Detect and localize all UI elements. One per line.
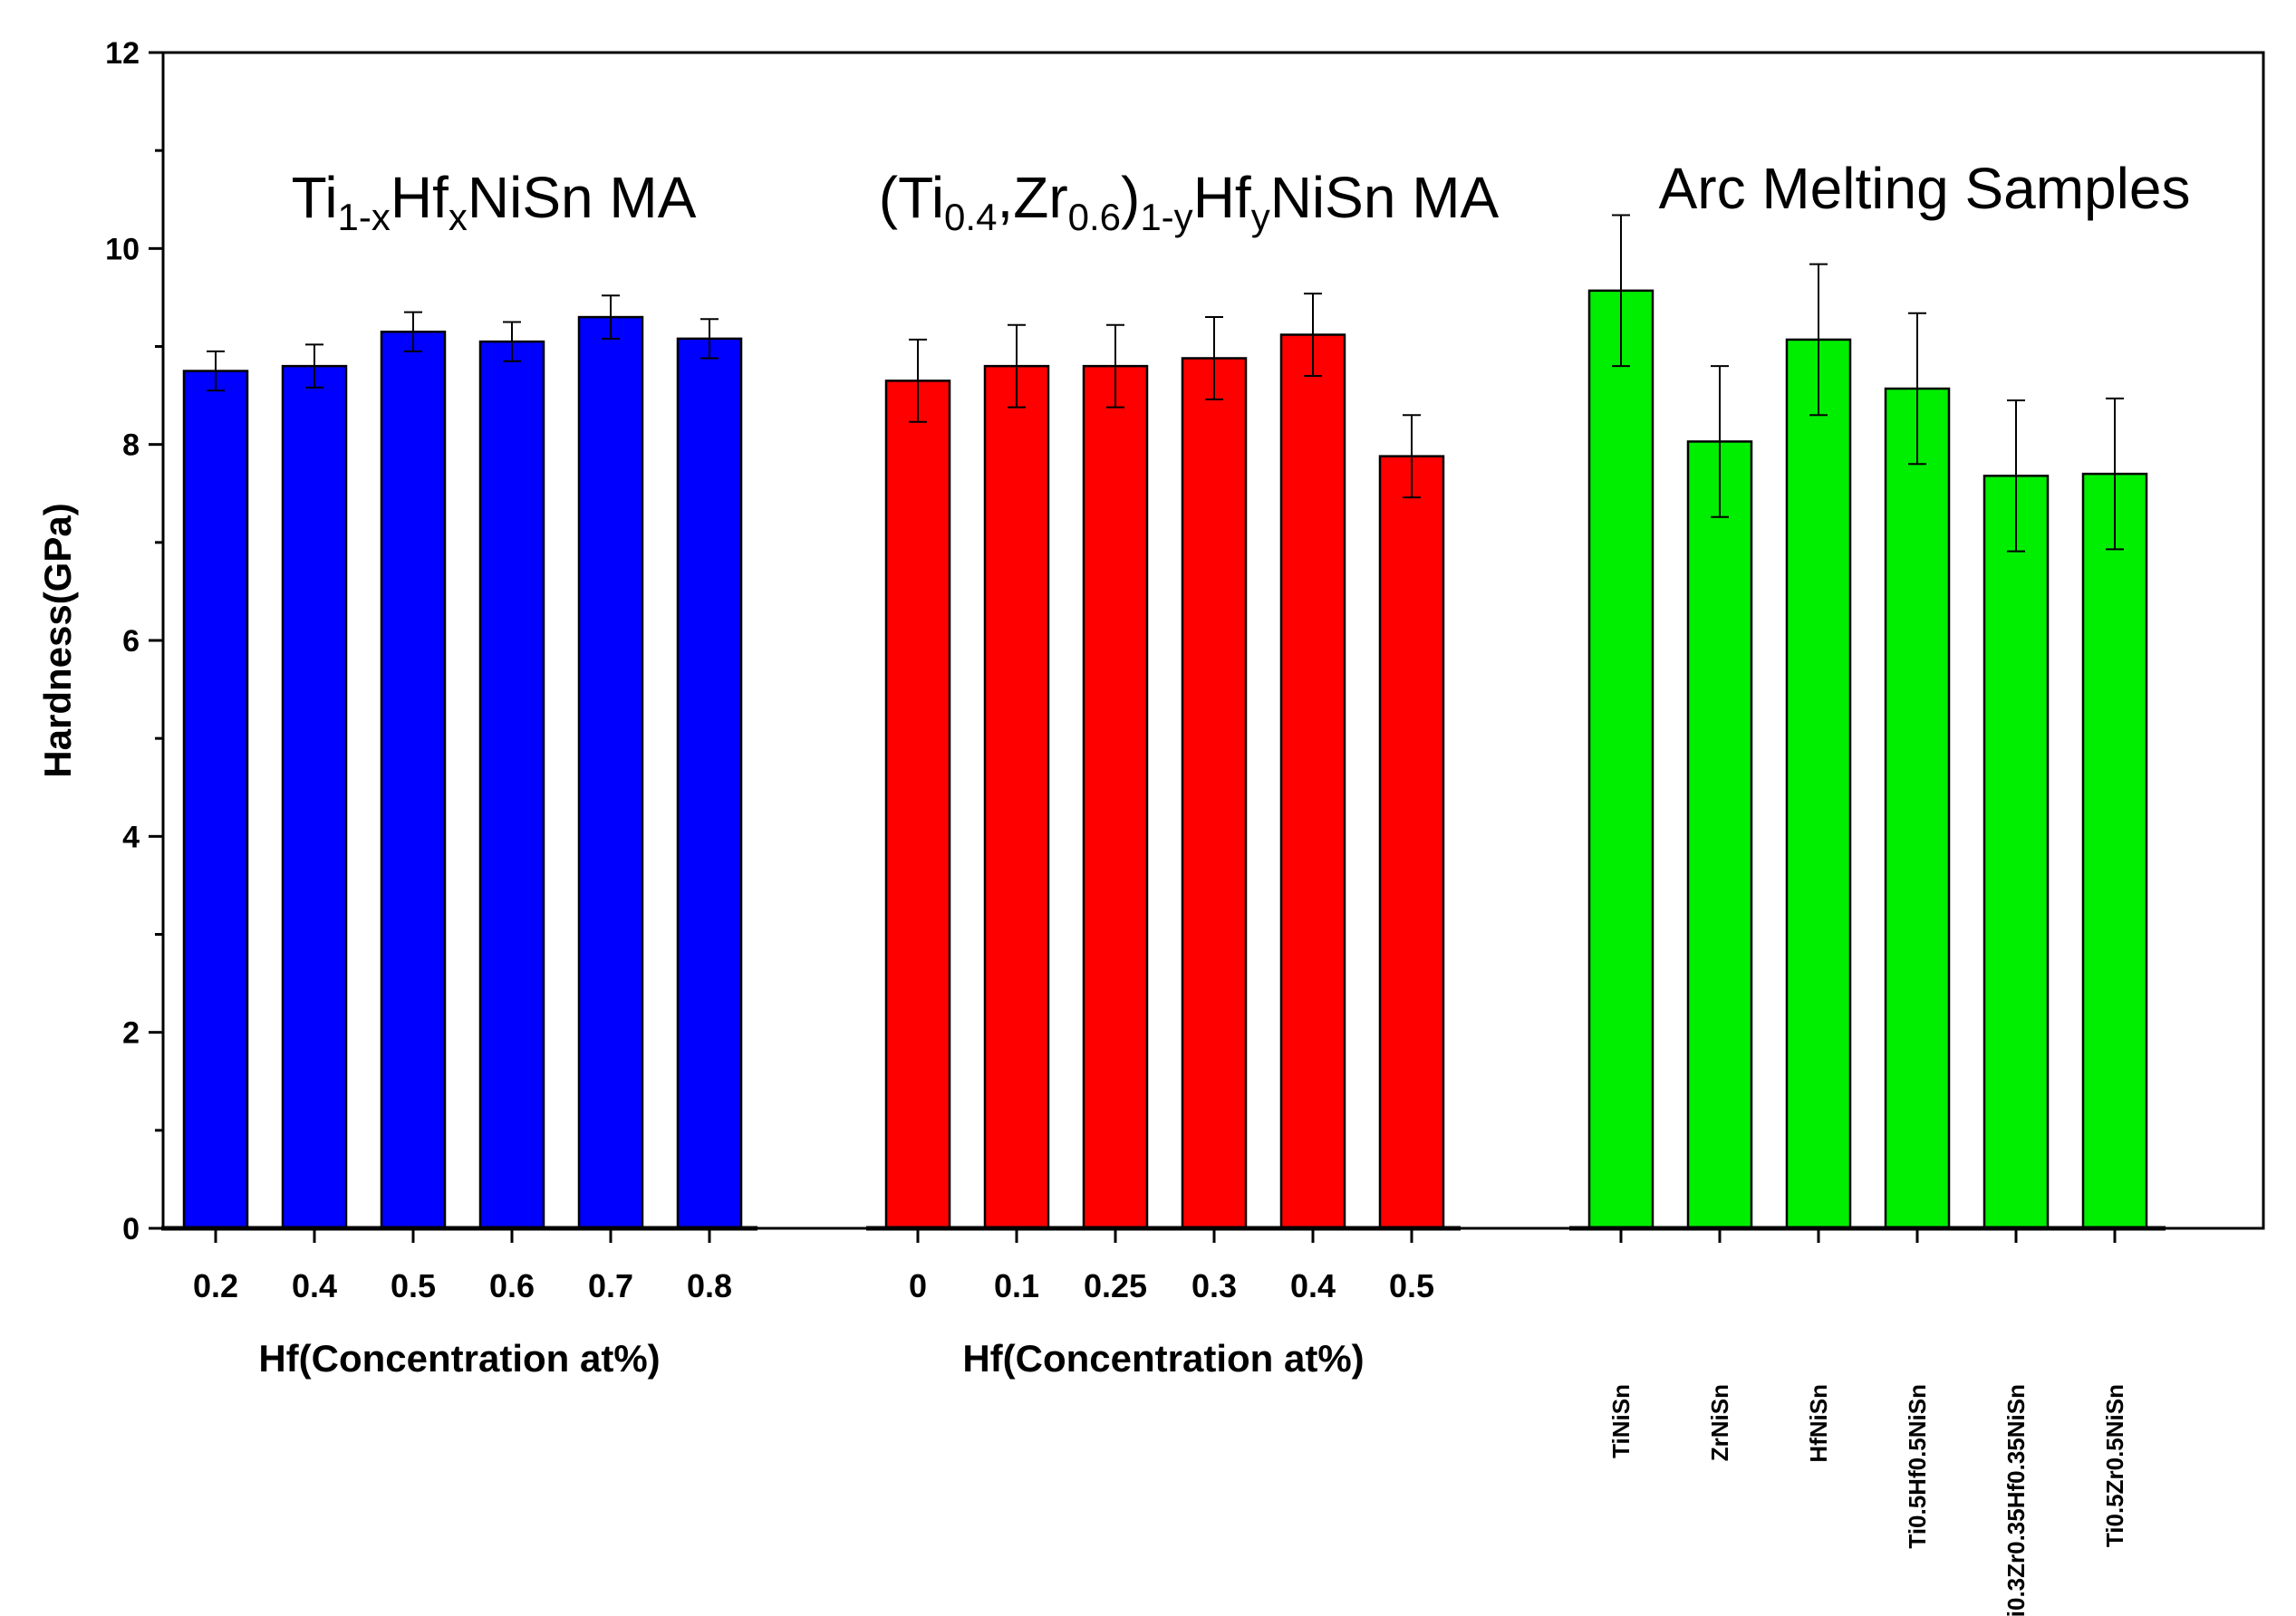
bar — [676, 337, 743, 1230]
y-tick-label: 8 — [122, 428, 140, 463]
category-label: 0.7 — [588, 1267, 633, 1304]
panel-title-part: ,Zr — [997, 165, 1067, 230]
panel-title: (Ti0.4,Zr0.6)1-yHfyNiSn MA — [879, 165, 1500, 238]
bar — [478, 340, 545, 1230]
panel-title-part: 0.4 — [944, 196, 997, 238]
y-tick-label: 10 — [105, 232, 140, 266]
bar — [1279, 333, 1346, 1230]
y-axis: 0 2 4 6 8 10 12 — [105, 36, 163, 1246]
category-label: 0.2 — [193, 1267, 238, 1304]
bar — [983, 364, 1050, 1230]
bar — [1587, 289, 1654, 1230]
bar-group: 0.2 0.4 0.5 0.6 0.7 0.8 Ti1-xHfxNiSn MA Hf(Conc… — [161, 165, 757, 1380]
panel-title-part: ) — [1121, 165, 1140, 230]
panel-title-part: NiSn MA — [1270, 165, 1500, 230]
category-label: Ti0.3Zr0.35Hf0.35NiSn — [2002, 1384, 2030, 1616]
bar — [1785, 338, 1852, 1230]
category-label: HfNiSn — [1805, 1384, 1832, 1463]
panel-title-part: NiSn MA — [468, 165, 697, 230]
panel-title-part: x — [449, 196, 468, 238]
bar — [1378, 455, 1445, 1230]
bar — [182, 370, 249, 1230]
category-label: ZrNiSn — [1706, 1384, 1733, 1461]
category-label: 0.4 — [1290, 1267, 1336, 1304]
panel-title-part: 1-x — [338, 196, 391, 238]
category-label: Ti0.5Zr0.5NiSn — [2101, 1384, 2128, 1547]
bar — [1884, 387, 1951, 1230]
y-tick-label: 12 — [105, 36, 140, 71]
bar-group: 0 0.1 0.25 0.3 0.4 0.5(Ti0.4,Zr0.6)1-yHfyNiSn… — [866, 165, 1500, 1380]
bar — [1181, 357, 1248, 1230]
y-tick-label: 2 — [122, 1016, 140, 1051]
x-axis-title: Hf(Concentration at%) — [962, 1337, 1364, 1380]
category-label: 0.6 — [489, 1267, 535, 1304]
y-tick-label: 4 — [122, 820, 140, 854]
bar — [1082, 364, 1149, 1230]
bar — [1686, 440, 1753, 1230]
panel-title-part: Hf — [391, 165, 449, 230]
bar — [884, 380, 951, 1230]
panel-title-part: 0.6 — [1068, 196, 1121, 238]
bar — [2081, 472, 2148, 1230]
y-tick-label: 0 — [122, 1212, 140, 1246]
panel-title-part: Ti — [292, 165, 338, 230]
bar — [281, 364, 348, 1230]
panel-title-part: (Ti — [879, 165, 944, 230]
category-label: 0.4 — [292, 1267, 337, 1304]
panel-title-part: Arc Melting Samples — [1659, 156, 2191, 221]
panel-title-part: Hf — [1193, 165, 1251, 230]
bar — [577, 315, 644, 1230]
bar — [1982, 475, 2050, 1230]
panel-title: Ti1-xHfxNiSn MA — [292, 165, 697, 238]
bar-group: TiNiSn ZrNiSn HfNiSn Ti0.5Hf0.5NiSn Ti0.3Zr0… — [1569, 156, 2190, 1616]
category-label: 0.3 — [1191, 1267, 1237, 1304]
y-axis-title: Hardness(GPa) — [36, 503, 79, 777]
bar — [380, 331, 447, 1230]
category-label: 0.1 — [994, 1267, 1039, 1304]
category-label: 0.25 — [1084, 1267, 1147, 1304]
panel-title-part: 1-y — [1140, 196, 1192, 238]
category-label: 0.8 — [687, 1267, 732, 1304]
panel-title-part: y — [1251, 196, 1270, 238]
category-label: TiNiSn — [1607, 1384, 1635, 1458]
category-label: 0.5 — [1389, 1267, 1434, 1304]
y-tick-label: 6 — [122, 624, 140, 659]
category-label: 0 — [909, 1267, 927, 1304]
x-axis-title: Hf(Concentration at%) — [258, 1337, 660, 1380]
category-label: 0.5 — [391, 1267, 436, 1304]
category-label: Ti0.5Hf0.5NiSn — [1904, 1384, 1931, 1549]
panel-title: Arc Melting Samples — [1659, 156, 2191, 221]
